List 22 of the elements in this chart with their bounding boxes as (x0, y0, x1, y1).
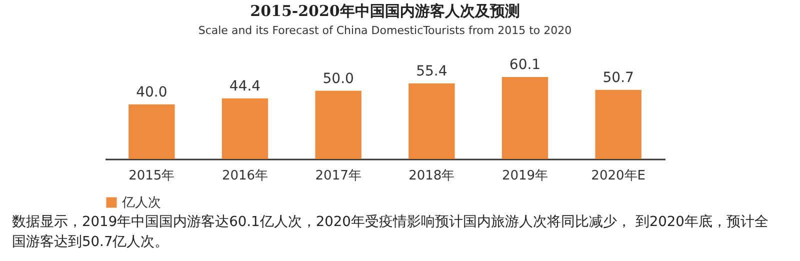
data-label: 40.0 (136, 84, 168, 100)
bar (408, 83, 455, 159)
data-label: 44.4 (229, 78, 261, 94)
x-tick-label: 2019年 (502, 168, 548, 184)
data-label: 50.0 (322, 70, 354, 87)
bar (502, 77, 548, 159)
legend-label: 亿人次 (121, 196, 161, 210)
data-label: 55.4 (416, 63, 448, 80)
text: 数据显示，2019年中国国内游客达60.1亿人次，2020年受疫情影响预计国内旅游人次将同比减少， 到2020年底，预计全国游客达到50.7亿人次。 (12, 213, 770, 252)
x-tick-label: 2020年E (591, 168, 646, 184)
data-label: 60.1 (509, 57, 541, 73)
chart-title: 2015-2020年中国国内游客人次及预测 (250, 2, 520, 20)
bar (222, 98, 268, 159)
x-tick-label: 2018年 (408, 168, 455, 184)
x-tick-label: 2015年 (128, 168, 175, 184)
chart-subtitle: Scale and its Forecast of China DomesticTourists from 2015 to 2020 (198, 24, 572, 37)
bar (595, 90, 642, 159)
x-tick-label: 2017年 (315, 168, 362, 184)
bar (128, 104, 175, 159)
data-label: 50.7 (602, 70, 634, 86)
bar (315, 90, 362, 159)
x-tick-label: 2016年 (222, 168, 268, 184)
